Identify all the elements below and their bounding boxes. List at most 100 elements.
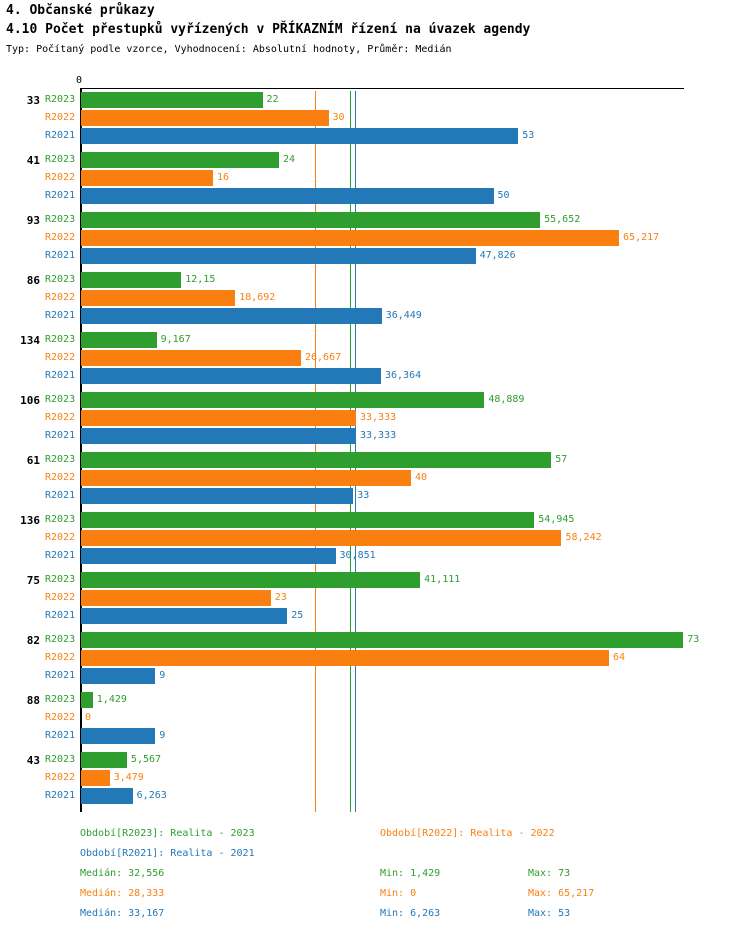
bar-y2021[interactable]: [81, 548, 336, 564]
bar-row[interactable]: R2021 9: [0, 667, 750, 685]
bar-row[interactable]: R2021 50: [0, 187, 750, 205]
bar-row[interactable]: R2022 64: [0, 649, 750, 667]
bar-y2022[interactable]: [81, 770, 110, 786]
bar-row[interactable]: R2023 48,889: [0, 391, 750, 409]
bar-y2023[interactable]: [81, 572, 421, 588]
bar-value-y2022: 0: [85, 712, 92, 723]
bar-value-y2021: 30,851: [339, 550, 376, 561]
bar-y2022[interactable]: [81, 110, 329, 126]
bar-value-y2023: 41,111: [424, 574, 461, 585]
bar-y2023[interactable]: [81, 272, 182, 288]
bar-row[interactable]: R2023 54,945: [0, 511, 750, 529]
bar-y2022[interactable]: [81, 350, 301, 366]
bar-y2022[interactable]: [81, 530, 562, 546]
bar-y2022[interactable]: [81, 650, 609, 666]
bar-row[interactable]: R2022 40: [0, 469, 750, 487]
bar-row[interactable]: R2021 36,449: [0, 307, 750, 325]
series-label-y2021: R2021: [45, 130, 76, 141]
series-label-y2021: R2021: [45, 250, 76, 261]
bar-row[interactable]: R2023 9,167: [0, 331, 750, 349]
bar-row[interactable]: R2022 33,333: [0, 409, 750, 427]
bar-y2022[interactable]: [81, 230, 620, 246]
group-label: 136: [20, 514, 40, 527]
bar-row[interactable]: R2022 18,692: [0, 289, 750, 307]
bar-group: 33 R2023 22 R2022 30 R2021 53: [0, 91, 750, 151]
bar-value-y2023: 12,15: [185, 274, 216, 285]
bar-row[interactable]: R2022 26,667: [0, 349, 750, 367]
legend-max: Max: 53: [528, 908, 571, 919]
bar-y2022[interactable]: [81, 170, 213, 186]
bar-y2021[interactable]: [81, 368, 381, 384]
series-label-y2022: R2022: [45, 652, 76, 663]
series-label-y2021: R2021: [45, 370, 76, 381]
bar-row[interactable]: R2021 33,333: [0, 427, 750, 445]
bar-row[interactable]: R2023 24: [0, 151, 750, 169]
bar-y2021[interactable]: [81, 668, 156, 684]
bar-value-y2022: 64: [613, 652, 626, 663]
bar-value-y2023: 54,945: [538, 514, 575, 525]
group-label: 41: [26, 154, 40, 167]
bar-y2023[interactable]: [81, 332, 157, 348]
bar-row[interactable]: R2021 33: [0, 487, 750, 505]
series-label-y2022: R2022: [45, 112, 76, 123]
series-label-y2021: R2021: [45, 190, 76, 201]
bar-value-y2022: 58,242: [565, 532, 602, 543]
legend-max: Max: 65,217: [528, 888, 595, 899]
bar-row[interactable]: R2022 58,242: [0, 529, 750, 547]
bar-y2023[interactable]: [81, 152, 279, 168]
series-label-y2022: R2022: [45, 592, 76, 603]
bar-row[interactable]: R2022 30: [0, 109, 750, 127]
bar-row[interactable]: R2023 57: [0, 451, 750, 469]
bar-y2023[interactable]: [81, 212, 541, 228]
bar-y2021[interactable]: [81, 428, 356, 444]
bar-y2023[interactable]: [81, 692, 93, 708]
bar-y2023[interactable]: [81, 632, 684, 648]
chart-title: 4.10 Počet přestupků vyřízených v PŘÍKAZ…: [6, 22, 531, 37]
bar-y2022[interactable]: [81, 590, 271, 606]
bar-y2023[interactable]: [81, 92, 263, 108]
bar-row[interactable]: R2023 41,111: [0, 571, 750, 589]
bar-y2023[interactable]: [81, 752, 127, 768]
bar-y2022[interactable]: [81, 290, 236, 306]
bar-row[interactable]: R2023 1,429: [0, 691, 750, 709]
bar-group: 134 R2023 9,167 R2022 26,667 R2021 36,364: [0, 331, 750, 391]
bar-y2021[interactable]: [81, 608, 288, 624]
bar-row[interactable]: R2023 73: [0, 631, 750, 649]
legend-min: Min: 0: [380, 888, 417, 899]
series-label-y2021: R2021: [45, 550, 76, 561]
bar-row[interactable]: R2021 25: [0, 607, 750, 625]
bar-row[interactable]: R2022 0: [0, 709, 750, 727]
bar-y2022[interactable]: [81, 470, 411, 486]
series-label-y2022: R2022: [45, 412, 76, 423]
bar-row[interactable]: R2021 6,263: [0, 787, 750, 805]
bar-row[interactable]: R2022 3,479: [0, 769, 750, 787]
bar-y2023[interactable]: [81, 392, 485, 408]
bar-row[interactable]: R2023 55,652: [0, 211, 750, 229]
bar-y2021[interactable]: [81, 488, 354, 504]
bar-row[interactable]: R2021 36,364: [0, 367, 750, 385]
bar-row[interactable]: R2022 16: [0, 169, 750, 187]
bar-row[interactable]: R2023 12,15: [0, 271, 750, 289]
bar-row[interactable]: R2023 22: [0, 91, 750, 109]
bar-row[interactable]: R2023 5,567: [0, 751, 750, 769]
bar-y2021[interactable]: [81, 128, 519, 144]
bar-y2021[interactable]: [81, 788, 133, 804]
bar-y2021[interactable]: [81, 248, 476, 264]
bar-row[interactable]: R2022 23: [0, 589, 750, 607]
bar-group: 43 R2023 5,567 R2022 3,479 R2021 6,263: [0, 751, 750, 811]
bar-row[interactable]: R2021 30,851: [0, 547, 750, 565]
legend-median: Medián: 33,167: [80, 908, 165, 919]
bar-row[interactable]: R2021 9: [0, 727, 750, 745]
bar-y2022[interactable]: [81, 410, 356, 426]
bar-row[interactable]: R2022 65,217: [0, 229, 750, 247]
bar-y2023[interactable]: [81, 512, 535, 528]
bar-y2023[interactable]: [81, 452, 552, 468]
series-label-y2023: R2023: [45, 274, 76, 285]
bar-y2021[interactable]: [81, 728, 156, 744]
bar-row[interactable]: R2021 53: [0, 127, 750, 145]
bar-y2021[interactable]: [81, 188, 494, 204]
series-label-y2023: R2023: [45, 694, 76, 705]
median-2021-line: [354, 91, 356, 812]
bar-y2021[interactable]: [81, 308, 382, 324]
bar-row[interactable]: R2021 47,826: [0, 247, 750, 265]
